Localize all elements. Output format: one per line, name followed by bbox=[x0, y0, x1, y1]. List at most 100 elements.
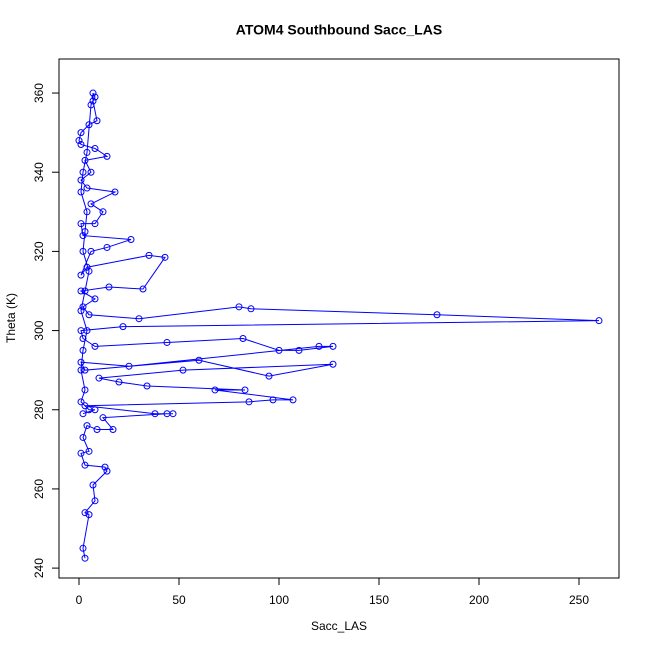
data-point bbox=[91, 93, 99, 101]
data-point bbox=[87, 200, 95, 208]
y-tick-label: 240 bbox=[32, 558, 46, 578]
data-point bbox=[77, 188, 85, 196]
data-point bbox=[99, 208, 107, 216]
x-tick-label: 250 bbox=[569, 593, 589, 607]
data-point bbox=[211, 386, 219, 394]
data-point bbox=[145, 251, 153, 259]
data-point bbox=[83, 208, 91, 216]
data-point bbox=[93, 426, 101, 434]
y-tick-label: 320 bbox=[32, 241, 46, 261]
data-point bbox=[81, 554, 89, 562]
data-point bbox=[77, 449, 85, 457]
data-point bbox=[105, 283, 113, 291]
y-tick-label: 300 bbox=[32, 320, 46, 340]
data-point bbox=[93, 117, 101, 125]
data-point bbox=[85, 121, 93, 129]
data-point bbox=[85, 447, 93, 455]
data-point bbox=[111, 188, 119, 196]
data-point bbox=[91, 342, 99, 350]
data-point bbox=[79, 433, 87, 441]
data-point bbox=[119, 323, 127, 331]
data-point bbox=[89, 481, 97, 489]
data-point bbox=[241, 386, 249, 394]
y-tick-label: 340 bbox=[32, 162, 46, 182]
data-point bbox=[81, 402, 89, 410]
data-point bbox=[95, 374, 103, 382]
data-point bbox=[77, 220, 85, 228]
data-point bbox=[79, 303, 87, 311]
data-point bbox=[83, 263, 91, 271]
data-point bbox=[83, 327, 91, 335]
data-point bbox=[99, 414, 107, 422]
data-point bbox=[91, 220, 99, 228]
data-point bbox=[595, 317, 603, 325]
data-point bbox=[77, 141, 85, 149]
data-point bbox=[275, 346, 283, 354]
data-point bbox=[77, 398, 85, 406]
data-point bbox=[103, 467, 111, 475]
data-point bbox=[83, 184, 91, 192]
y-tick-label: 280 bbox=[32, 399, 46, 419]
data-point bbox=[247, 305, 255, 313]
data-line bbox=[78, 92, 600, 559]
data-point bbox=[81, 156, 89, 164]
data-point bbox=[81, 509, 89, 517]
data-point bbox=[239, 334, 247, 342]
data-point bbox=[77, 358, 85, 366]
data-point bbox=[81, 386, 89, 394]
data-point bbox=[135, 315, 143, 323]
data-point bbox=[289, 396, 297, 404]
x-tick-label: 50 bbox=[172, 593, 186, 607]
data-point bbox=[89, 97, 97, 105]
x-axis-label: Sacc_LAS bbox=[311, 619, 367, 633]
data-point bbox=[139, 285, 147, 293]
data-point bbox=[329, 360, 337, 368]
data-point bbox=[77, 271, 85, 279]
data-point bbox=[315, 342, 323, 350]
data-point bbox=[265, 372, 273, 380]
data-point bbox=[103, 243, 111, 251]
data-point bbox=[179, 366, 187, 374]
data-point bbox=[83, 422, 91, 430]
y-tick-label: 260 bbox=[32, 479, 46, 499]
data-point bbox=[77, 307, 85, 315]
x-tick-label: 100 bbox=[269, 593, 289, 607]
data-point bbox=[79, 410, 87, 418]
x-tick-label: 200 bbox=[469, 593, 489, 607]
data-point bbox=[163, 338, 171, 346]
data-point bbox=[245, 398, 253, 406]
data-point bbox=[79, 168, 87, 176]
chart-title: ATOM4 Southbound Sacc_LAS bbox=[236, 22, 442, 38]
data-point bbox=[169, 410, 177, 418]
data-point bbox=[79, 544, 87, 552]
x-tick-label: 0 bbox=[76, 593, 83, 607]
data-point bbox=[81, 461, 89, 469]
data-point bbox=[235, 303, 243, 311]
data-point bbox=[329, 342, 337, 350]
data-point bbox=[295, 346, 303, 354]
data-point bbox=[109, 426, 117, 434]
y-axis-label: Theta (K) bbox=[4, 293, 18, 343]
data-point bbox=[101, 463, 109, 471]
data-point bbox=[269, 396, 277, 404]
data-point bbox=[77, 176, 85, 184]
data-point bbox=[77, 366, 85, 374]
data-point bbox=[91, 497, 99, 505]
data-point bbox=[83, 148, 91, 156]
data-point bbox=[85, 311, 93, 319]
x-tick-label: 150 bbox=[369, 593, 389, 607]
data-point bbox=[75, 137, 83, 145]
data-point bbox=[103, 152, 111, 160]
data-point bbox=[87, 247, 95, 255]
data-point bbox=[85, 511, 93, 519]
data-point bbox=[81, 228, 89, 236]
data-point bbox=[79, 232, 87, 240]
data-point bbox=[85, 267, 93, 275]
data-point bbox=[79, 247, 87, 255]
data-point bbox=[89, 89, 97, 97]
data-point bbox=[195, 356, 203, 364]
data-point bbox=[91, 406, 99, 414]
data-point bbox=[161, 253, 169, 261]
data-point bbox=[91, 295, 99, 303]
